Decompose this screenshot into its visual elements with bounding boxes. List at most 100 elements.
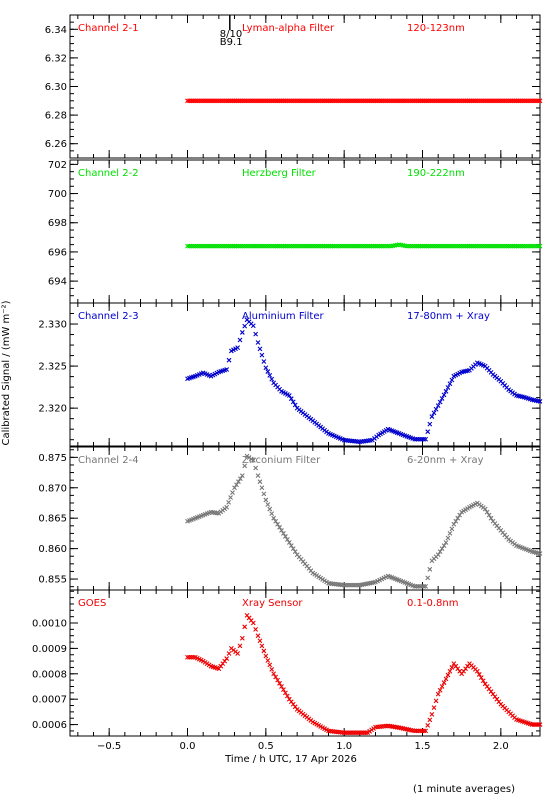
data-point <box>427 421 433 427</box>
series-markers <box>185 613 543 736</box>
data-point <box>486 512 492 518</box>
data-point <box>279 527 284 533</box>
data-point <box>433 406 439 412</box>
data-point <box>235 651 241 656</box>
y-tick-label: 6.26 <box>45 139 67 150</box>
data-point <box>242 323 248 329</box>
y-tick-label: 696 <box>48 247 67 258</box>
panel-frame <box>69 589 541 737</box>
data-point <box>267 372 273 378</box>
data-point <box>441 392 447 398</box>
data-point <box>230 490 235 496</box>
data-point <box>427 717 433 723</box>
y-tick-label: 694 <box>48 277 67 288</box>
y-tick-label: 700 <box>48 189 67 200</box>
data-point <box>286 393 292 398</box>
data-point <box>284 693 290 699</box>
data-point <box>412 728 418 734</box>
y-tick-label: 2.320 <box>38 404 67 415</box>
y-tick-label: 0.865 <box>38 514 67 525</box>
data-point <box>279 684 284 689</box>
panel-3: 2.320 2.325 2.330 Channel 2-3 Aluminium Filt… <box>38 302 543 447</box>
data-point <box>419 436 425 442</box>
data-point <box>417 583 423 589</box>
data-point <box>242 624 248 630</box>
data-point <box>445 385 451 390</box>
data-point <box>250 620 256 626</box>
data-point <box>277 524 282 530</box>
data-point <box>237 337 243 343</box>
data-point <box>427 566 433 572</box>
data-point <box>284 537 290 542</box>
data-point <box>451 521 457 527</box>
data-point <box>421 436 427 442</box>
data-point <box>226 651 232 656</box>
data-point <box>412 436 418 442</box>
data-point <box>419 728 425 734</box>
data-point <box>449 665 455 670</box>
data-point <box>269 376 275 382</box>
y-tick-label: 0.0006 <box>32 720 67 731</box>
data-point <box>421 728 427 734</box>
panel-2: 694 696 698 700 702 Channel 2-2 Herzberg Filte… <box>48 159 543 304</box>
data-point <box>484 509 490 515</box>
data-point <box>269 666 275 672</box>
y-tick-label: 0.855 <box>38 575 67 586</box>
data-point <box>537 98 543 104</box>
data-point <box>443 388 449 394</box>
panel-name-label: Channel 2-4 <box>78 455 139 466</box>
data-point <box>476 672 482 677</box>
data-point <box>265 369 271 374</box>
panel-name-label: Channel 2-3 <box>78 311 139 322</box>
panel-filter-label: Aluminium Filter <box>242 311 325 322</box>
x-tick-label: 0.5 <box>258 741 274 752</box>
data-point <box>259 643 265 649</box>
x-tick-label: 0.0 <box>180 741 196 752</box>
data-point <box>236 479 241 485</box>
data-point <box>414 436 419 442</box>
y-tick-label: 698 <box>48 218 67 229</box>
data-point <box>253 626 259 632</box>
data-point <box>237 476 243 482</box>
data-point <box>234 482 239 488</box>
data-point <box>255 340 261 345</box>
panel-band-label: 120-123nm <box>407 23 465 34</box>
panel-name-label: Channel 2-2 <box>78 168 139 179</box>
data-point <box>441 543 447 548</box>
data-point <box>286 540 292 545</box>
series-markers <box>185 98 543 104</box>
panel-frame <box>69 446 541 591</box>
data-point <box>415 436 421 442</box>
data-point <box>453 518 459 524</box>
data-point <box>412 583 418 589</box>
panel-band-label: 6-20nm + Xray <box>407 455 484 466</box>
data-point <box>425 723 431 728</box>
data-point <box>425 429 431 435</box>
data-point <box>537 551 543 556</box>
data-point <box>283 534 288 539</box>
data-point <box>482 506 488 512</box>
data-point <box>237 643 243 649</box>
data-point <box>267 506 273 512</box>
data-point <box>419 583 425 589</box>
data-point <box>290 399 296 405</box>
data-point <box>478 675 484 680</box>
panel-filter-label: Zirconium Filter <box>242 455 321 466</box>
series-markers <box>185 317 543 445</box>
x-axis-title: Time / h UTC, 17 Apr 2026 <box>224 754 357 765</box>
y-tick-label: 0.870 <box>38 483 67 494</box>
data-point <box>441 680 447 686</box>
data-point <box>257 479 263 485</box>
panel-frame <box>69 302 541 447</box>
data-point <box>259 352 265 358</box>
panel-band-label: 0.1-0.8nm <box>407 598 459 609</box>
y-tick-label: 0.0008 <box>32 669 67 680</box>
event-marker-label: B9.1 <box>220 37 243 48</box>
data-point <box>439 396 445 401</box>
data-point <box>474 668 480 674</box>
data-point <box>488 515 494 521</box>
data-point <box>281 531 286 536</box>
panel-1: 6.26 6.28 6.30 6.32 6.34 Channel 2-1 Lyman-alp… <box>45 14 543 159</box>
